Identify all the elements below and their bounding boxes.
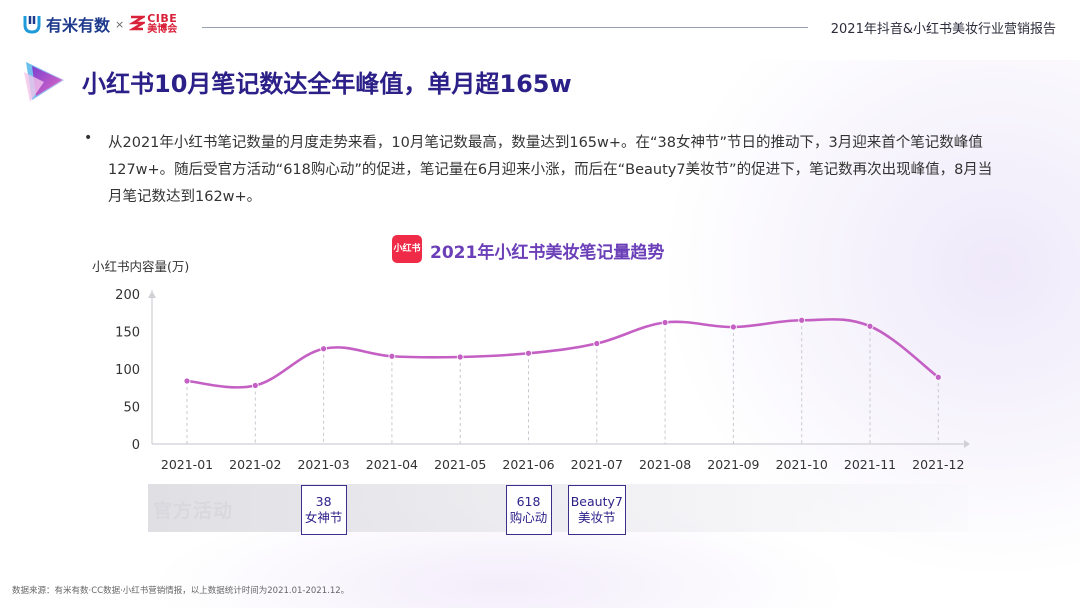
chart-title: 2021年小红书美妆笔记量趋势	[430, 243, 665, 263]
official-events-label: 官方活动	[153, 500, 234, 522]
data-point	[661, 319, 669, 326]
x-tick-label: 2021-03	[297, 457, 349, 472]
summary-paragraph: 从2021年小红书笔记数量的月度走势来看，10月笔记数最高，数量达到165w+。…	[108, 135, 993, 205]
data-point	[320, 345, 328, 353]
youmi-logo-icon	[23, 16, 41, 34]
partner-name-bottom: 美博会	[147, 24, 178, 35]
data-point	[456, 353, 464, 361]
data-point	[798, 316, 806, 324]
header-divider	[202, 27, 808, 28]
y-tick-label: 50	[123, 401, 140, 416]
x-tick-label: 2021-06	[502, 457, 554, 472]
event-box: Beauty7 美妆节	[567, 485, 626, 535]
partner-name-top: CIBE	[147, 12, 178, 25]
x-tick-label: 2021-04	[366, 457, 418, 472]
data-point	[251, 382, 259, 389]
event-name-line1: 618	[516, 494, 541, 509]
data-point	[866, 322, 874, 330]
y-tick-label: 0	[132, 438, 140, 453]
event-name-line2: 女神节	[304, 510, 343, 525]
header: 有米有数 × CIBE 美博会 2021年抖音&小红书美妆行业营销报告	[0, 0, 1080, 52]
x-tick-label: 2021-10	[776, 457, 828, 472]
x-tick-label: 2021-02	[229, 457, 281, 472]
x-tick-label: 2021-05	[434, 457, 486, 472]
brand-name: 有米有数	[46, 16, 111, 35]
bullet-marker: •	[84, 130, 93, 146]
data-point	[525, 349, 532, 357]
data-point	[593, 340, 601, 347]
x-tick-label: 2021-01	[161, 457, 213, 472]
x-tick-label: 2021-11	[844, 457, 896, 472]
xiaohongshu-badge: 小红书	[392, 235, 422, 263]
title-triangle-icon	[24, 62, 64, 102]
series-line	[186, 318, 940, 389]
event-box: 618 购心动	[505, 485, 552, 535]
source-footnote: 数据来源：有米有数·CC数据·小红书营销情报，以上数据统计时间为2021.01-…	[12, 586, 350, 596]
data-point	[934, 373, 942, 381]
cibe-logo-icon	[129, 15, 146, 31]
y-axis-label: 小红书内容量(万)	[92, 259, 190, 274]
data-point	[183, 377, 191, 385]
event-name-line2: 美妆节	[578, 510, 616, 525]
x-axis-arrow	[964, 440, 970, 448]
brand-logo: 有米有数 × CIBE 美博会	[22, 12, 177, 36]
event-name-line1: Beauty7	[570, 494, 623, 509]
event-box: 38 女神节	[300, 485, 347, 535]
x-tick-label: 2021-09	[707, 457, 759, 472]
y-tick-label: 100	[115, 363, 140, 378]
x-tick-label: 2021-12	[912, 457, 964, 472]
partner-logo: CIBE 美博会	[129, 13, 177, 35]
data-point	[388, 352, 396, 360]
page-title: 小红书10月笔记数达全年峰值，单月超165w	[82, 70, 572, 98]
data-point	[730, 323, 737, 331]
report-title: 2021年抖音&小红书美妆行业营销报告	[830, 22, 1056, 37]
x-tick-label: 2021-08	[639, 457, 691, 472]
y-axis-arrow	[148, 291, 156, 298]
y-tick-label: 200	[115, 288, 140, 303]
y-tick-label: 150	[115, 326, 140, 341]
brand-separator: ×	[115, 17, 125, 31]
event-name-line2: 购心动	[509, 510, 548, 525]
event-name-line1: 38	[315, 494, 332, 509]
official-events-band	[148, 484, 968, 532]
x-tick-label: 2021-07	[571, 457, 623, 472]
